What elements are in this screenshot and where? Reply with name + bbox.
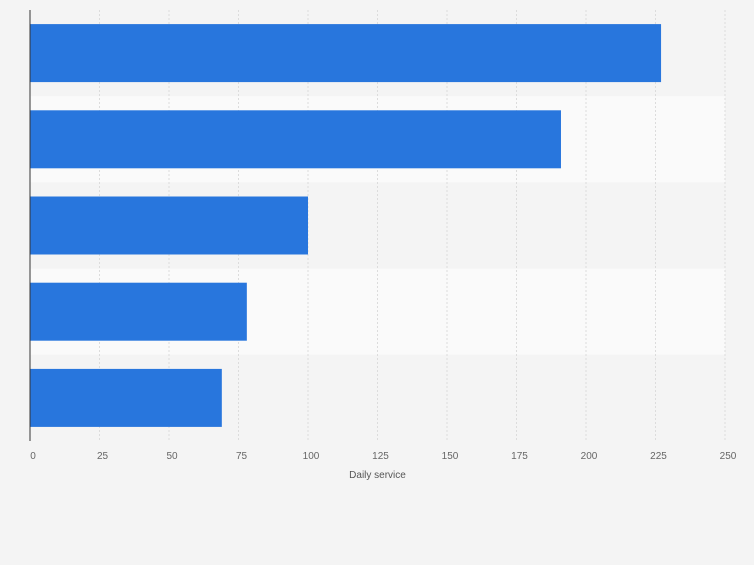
x-tick-label: 0 <box>30 451 36 462</box>
x-tick-label: 150 <box>442 451 459 462</box>
x-tick-label: 25 <box>97 451 109 462</box>
bar <box>30 368 222 427</box>
x-tick-label: 175 <box>511 451 528 462</box>
bar <box>30 110 561 169</box>
x-tick-labels: 0 25 50 75 100 125 150 175 200 225 250 <box>30 451 737 462</box>
x-tick-label: 75 <box>236 451 248 462</box>
x-axis-label: Daily service <box>349 470 406 481</box>
bar <box>30 196 308 255</box>
bars <box>30 24 662 427</box>
x-tick-label: 100 <box>303 451 320 462</box>
x-tick-label: 250 <box>720 451 737 462</box>
bar <box>30 282 247 341</box>
x-tick-label: 225 <box>650 451 667 462</box>
x-tick-label: 200 <box>581 451 598 462</box>
x-tick-label: 125 <box>372 451 389 462</box>
x-tick-label: 50 <box>166 451 178 462</box>
bar <box>30 24 662 83</box>
